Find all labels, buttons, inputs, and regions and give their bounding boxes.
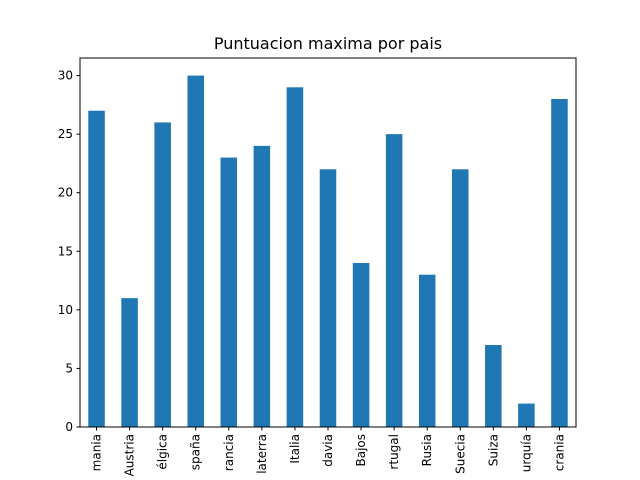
bar-8 bbox=[352, 263, 370, 427]
x-tick-label-0: mania bbox=[90, 434, 104, 471]
bar-3 bbox=[187, 75, 204, 427]
bar-0 bbox=[88, 110, 105, 428]
x-tick-label-14: crania bbox=[552, 434, 566, 471]
bars-group bbox=[88, 75, 568, 428]
bar-7 bbox=[319, 169, 337, 428]
x-tick-label-6: Italia bbox=[288, 434, 302, 464]
x-axis: mania Austria élgica spaña rancia laterra Ital… bbox=[90, 427, 566, 476]
y-tick-label-0: 0 bbox=[65, 420, 73, 434]
x-tick-label-8: Bajos bbox=[354, 434, 368, 467]
y-tick-label-2: 10 bbox=[58, 303, 73, 317]
chart-title: Puntuacion maxima por pais bbox=[214, 34, 442, 53]
bar-14 bbox=[551, 99, 568, 427]
y-tick-label-6: 30 bbox=[58, 69, 73, 83]
x-tick-label-7: davia bbox=[321, 434, 335, 467]
y-axis: 0 5 10 15 20 25 30 bbox=[58, 69, 80, 434]
bar-2 bbox=[154, 122, 171, 428]
x-tick-label-5: laterra bbox=[255, 434, 269, 474]
bar-10 bbox=[418, 274, 436, 427]
x-tick-label-4: rancia bbox=[222, 434, 236, 471]
x-tick-label-9: rtugal bbox=[387, 434, 401, 470]
bar-6 bbox=[286, 87, 304, 427]
bar-4 bbox=[220, 157, 238, 427]
x-tick-label-12: Suiza bbox=[486, 434, 500, 466]
x-tick-label-10: Rusia bbox=[420, 434, 434, 466]
x-tick-label-1: Austria bbox=[123, 434, 137, 476]
y-tick-label-4: 20 bbox=[58, 186, 73, 200]
plot-frame bbox=[79, 57, 577, 428]
bar-12 bbox=[485, 345, 502, 427]
bar-1 bbox=[121, 298, 138, 427]
bar-13 bbox=[518, 403, 535, 427]
bar-9 bbox=[385, 134, 403, 427]
x-tick-label-11: Suecia bbox=[453, 434, 467, 474]
x-tick-label-2: élgica bbox=[156, 434, 170, 470]
y-tick-label-1: 5 bbox=[65, 361, 73, 375]
bar-11 bbox=[452, 169, 469, 428]
x-tick-label-13: urquía bbox=[519, 434, 533, 472]
bar-5 bbox=[253, 145, 271, 428]
y-tick-label-3: 15 bbox=[58, 244, 73, 258]
x-tick-label-3: spaña bbox=[189, 434, 203, 470]
y-tick-label-5: 25 bbox=[58, 127, 73, 141]
